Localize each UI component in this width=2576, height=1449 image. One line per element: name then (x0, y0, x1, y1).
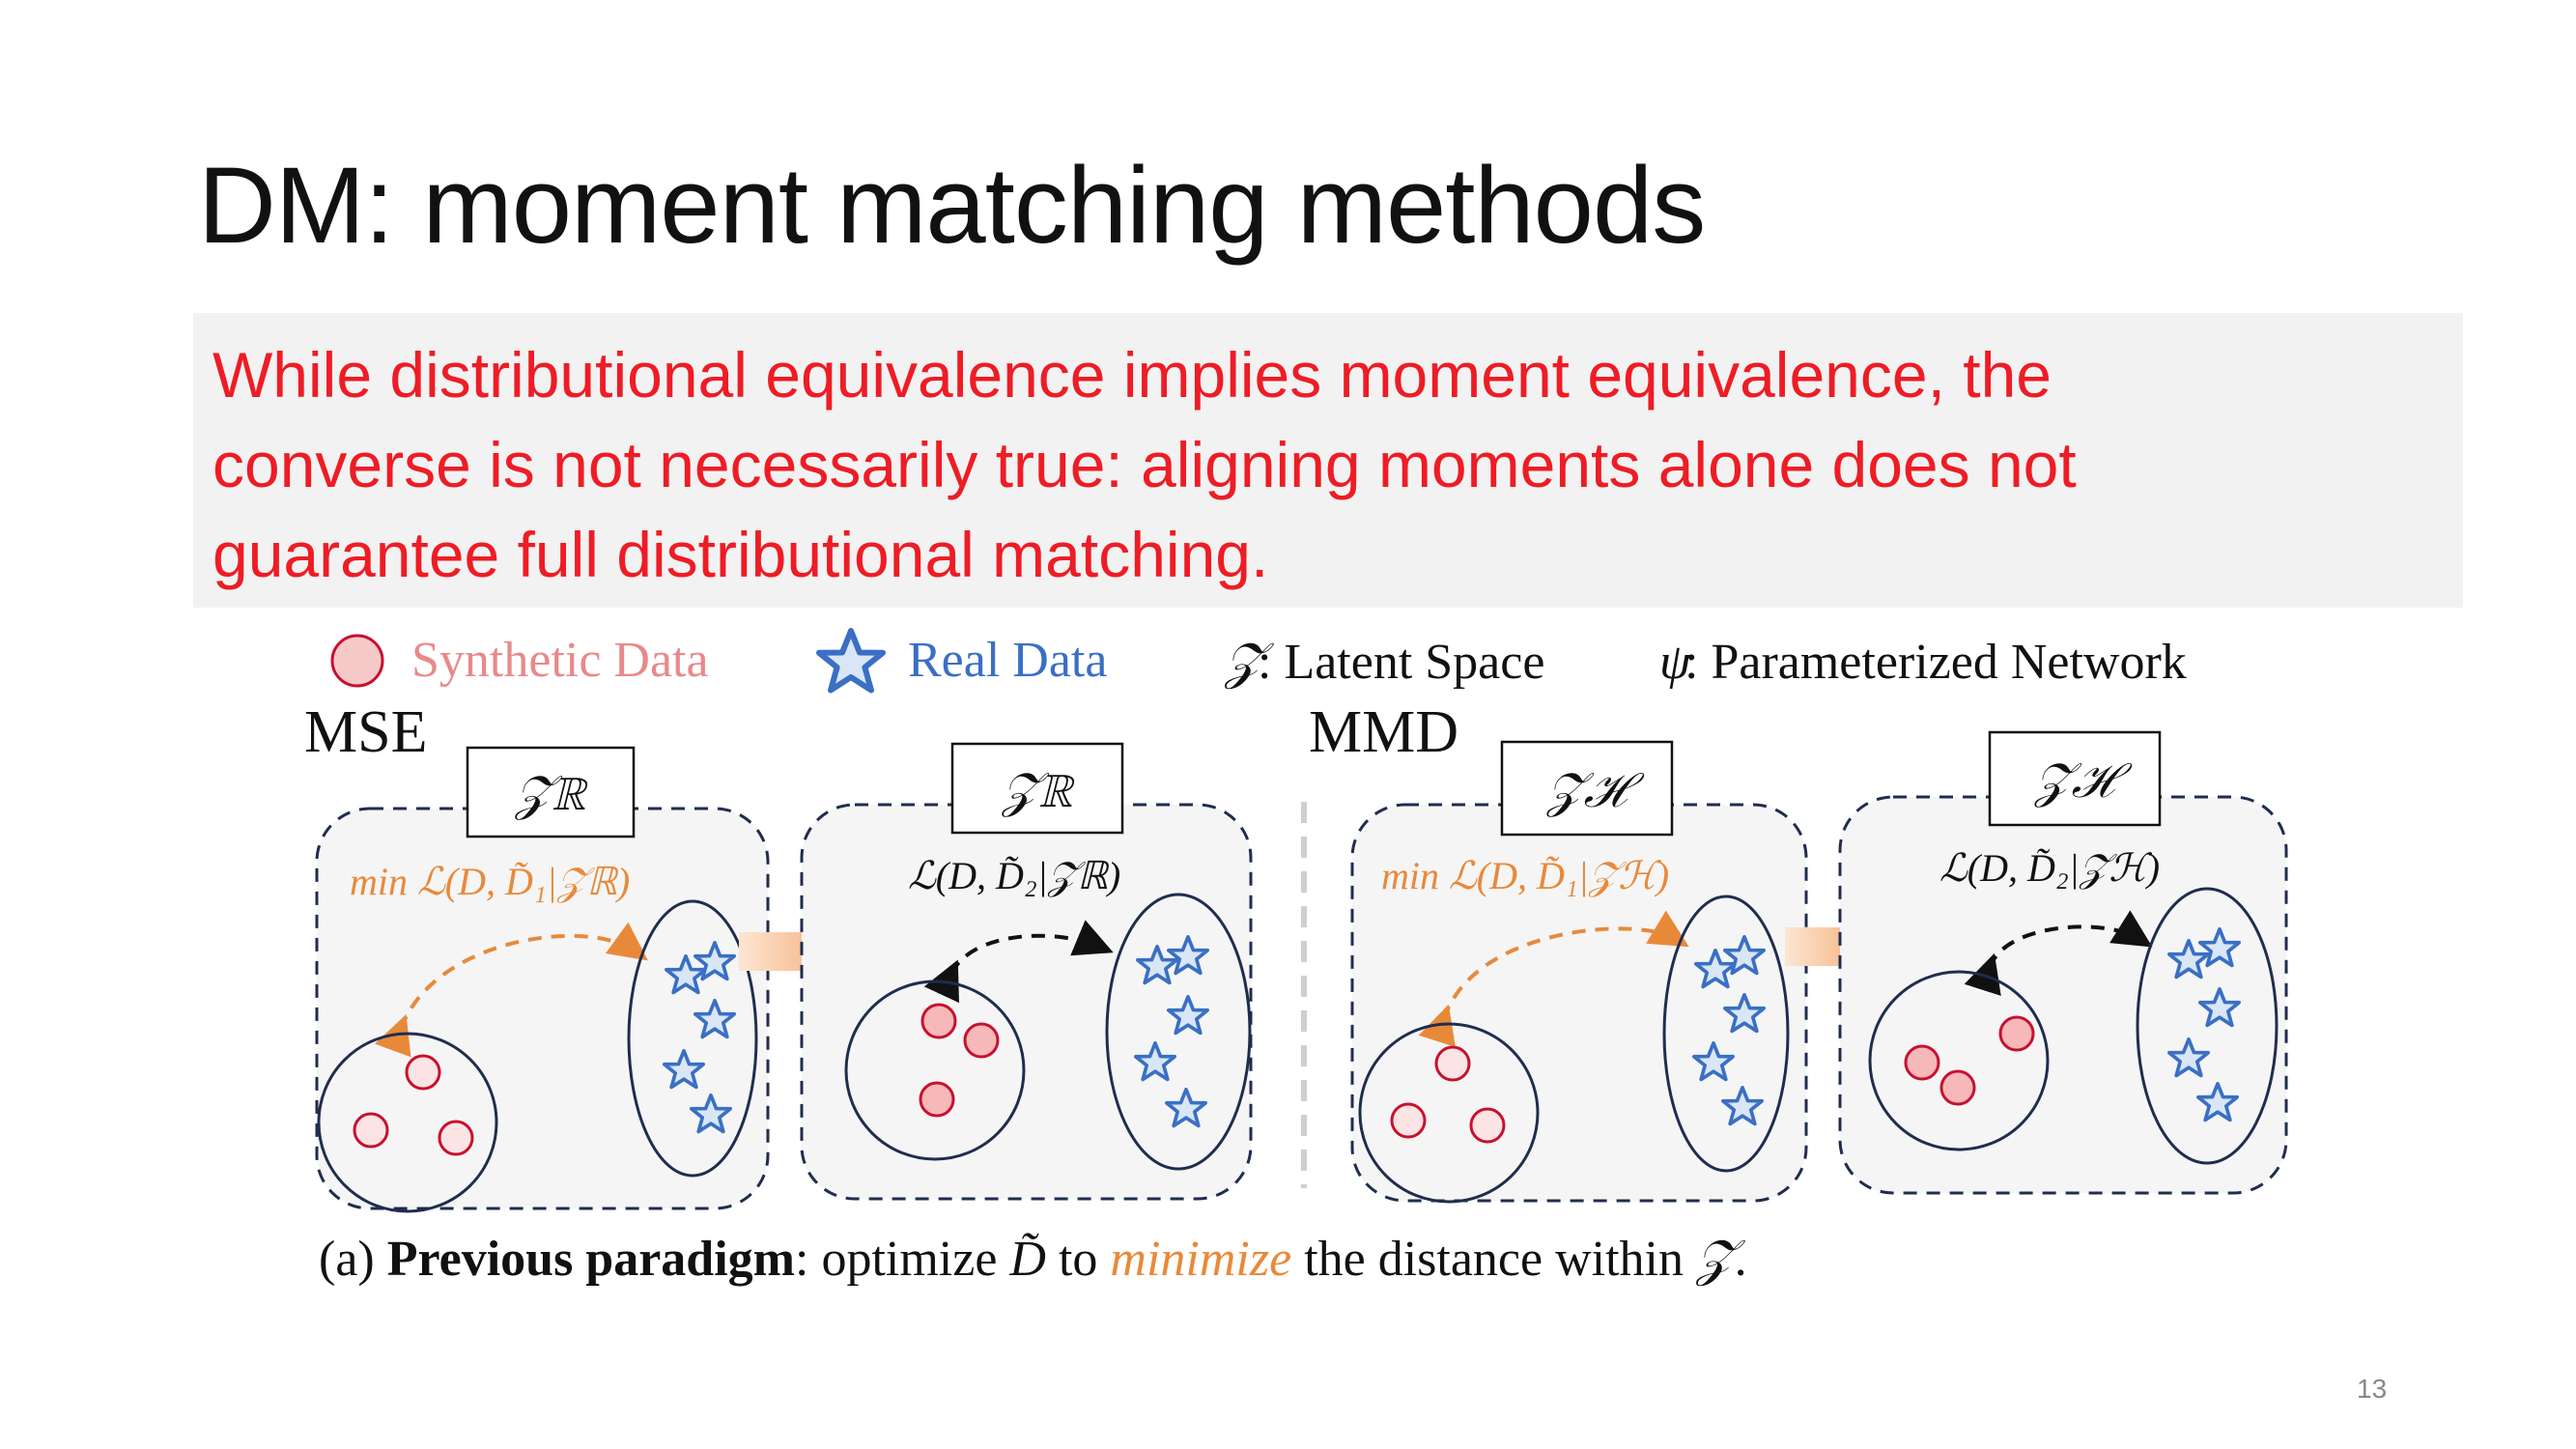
synthetic-point (1904, 1044, 1940, 1081)
synthetic-point (963, 1022, 1000, 1059)
legend-real-label: Real Data (908, 633, 1107, 688)
figure-caption: (a) Previous paradigm: optimize D̃ to mi… (319, 1232, 1747, 1287)
synthetic-point (1939, 1069, 1976, 1106)
dashed-arrow (1418, 910, 1689, 1047)
synthetic-point (405, 1054, 441, 1091)
mmd-label: MMD (1309, 699, 1458, 765)
mse-panel-1: 𝒵ℝ min ℒ(D, D̃₁|𝒵ℝ) (315, 746, 770, 1213)
caption-part3: the distance within (1291, 1232, 1696, 1287)
callout-line: converse is not necessarily true: aligni… (212, 429, 2077, 500)
real-cluster (1662, 895, 1790, 1173)
loss-label: min ℒ(D, D̃₁|𝒵ℋ) (1381, 854, 1669, 897)
callout-text: While distributional equivalence implies… (212, 330, 2453, 600)
caption-dtilde: D̃ (1008, 1232, 1046, 1287)
caption-part2: to (1046, 1232, 1110, 1287)
latent-space-box (950, 742, 1124, 835)
caption-end: . (1735, 1232, 1747, 1287)
synthetic-point (438, 1120, 474, 1156)
callout-box: While distributional equivalence implies… (193, 313, 2463, 608)
latent-space-label: 𝒵ℝ (1001, 763, 1075, 817)
latent-space-label: 𝒵ℝ (514, 766, 588, 820)
synthetic-point (1390, 1102, 1427, 1139)
page-number: 13 (2357, 1374, 2388, 1404)
synthetic-cluster (317, 1032, 498, 1213)
real-data-icon (819, 631, 883, 691)
dashed-arrow (374, 922, 648, 1058)
callout-line: guarantee full distributional matching. (212, 519, 1269, 590)
synthetic-cluster (1358, 1022, 1540, 1204)
network-symbol: ψ (1659, 635, 1692, 690)
mse-label: MSE (304, 699, 427, 765)
caption-bold: Previous paradigm (387, 1232, 795, 1287)
caption-prefix: (a) (319, 1232, 387, 1287)
mmd-panel-1: 𝒵ℋ min ℒ(D, D̃₁|𝒵ℋ) (1350, 740, 1808, 1204)
dashed-arrow (1964, 910, 2153, 996)
real-cluster (1105, 893, 1252, 1171)
mmd-panel-2: 𝒵ℋ ℒ(D, D̃₂|𝒵ℋ) (1838, 730, 2288, 1195)
synthetic-data-icon (330, 634, 384, 688)
latent-space-box (1988, 730, 2162, 827)
real-cluster (2136, 887, 2279, 1165)
legend-synthetic-label: Synthetic Data (411, 633, 709, 688)
caption-part1: : optimize (795, 1232, 1009, 1287)
latent-space-box (466, 746, 636, 838)
callout-line: While distributional equivalence implies… (212, 339, 2052, 411)
synthetic-point (919, 1081, 955, 1118)
loss-label: ℒ(D, D̃₂|𝒵ℝ) (908, 854, 1120, 897)
legend-network-label: : Parameterized Network (1684, 635, 2187, 690)
legend: Synthetic Data Real Data 𝒵 : Latent Spac… (330, 631, 2187, 691)
paradigm-figure: Synthetic Data Real Data 𝒵 : Latent Spac… (304, 609, 2288, 1287)
synthetic-point (1434, 1045, 1471, 1082)
real-cluster (627, 899, 758, 1178)
synthetic-point (353, 1112, 389, 1149)
dashed-arrow (923, 920, 1114, 1004)
caption-emphasis: minimize (1110, 1232, 1291, 1287)
mse-panel-2: 𝒵ℝ ℒ(D, D̃₂|𝒵ℝ) (800, 742, 1253, 1201)
loss-label: ℒ(D, D̃₂|𝒵ℋ) (1939, 846, 2160, 890)
synthetic-cluster (1868, 970, 2050, 1151)
latent-space-box (1500, 740, 1674, 837)
synthetic-cluster (844, 980, 1026, 1161)
synthetic-point (920, 1003, 957, 1039)
legend-latent-label: : Latent Space (1258, 635, 1544, 690)
slide-title: DM: moment matching methods (198, 145, 1706, 266)
loss-label: min ℒ(D, D̃₁|𝒵ℝ) (350, 860, 630, 903)
synthetic-point (1998, 1015, 2035, 1052)
synthetic-point (1469, 1107, 1506, 1144)
